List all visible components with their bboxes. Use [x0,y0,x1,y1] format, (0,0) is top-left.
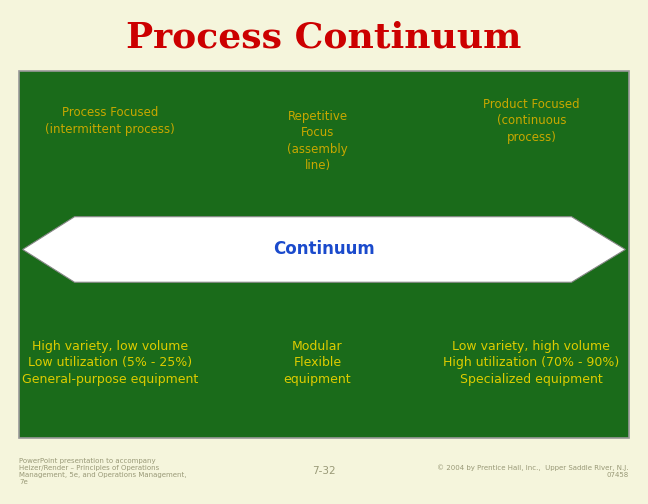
Text: © 2004 by Prentice Hall, Inc.,  Upper Saddle River, N.J.
07458: © 2004 by Prentice Hall, Inc., Upper Sad… [437,464,629,478]
Text: Low variety, high volume
High utilization (70% - 90%)
Specialized equipment: Low variety, high volume High utilizatio… [443,340,619,386]
Text: PowerPoint presentation to accompany
Heizer/Render – Principles of Operations
Ma: PowerPoint presentation to accompany Hei… [19,458,187,485]
Text: High variety, low volume
Low utilization (5% - 25%)
General-purpose equipment: High variety, low volume Low utilization… [22,340,198,386]
FancyBboxPatch shape [19,71,629,438]
Text: Product Focused
(continuous
process): Product Focused (continuous process) [483,98,580,144]
Text: Continuum: Continuum [273,240,375,259]
Text: Repetitive
Focus
(assembly
line): Repetitive Focus (assembly line) [287,110,348,172]
Text: 7-32: 7-32 [312,466,336,476]
Text: Modular
Flexible
equipment: Modular Flexible equipment [284,340,351,386]
Polygon shape [23,217,625,282]
Text: Process Focused
(intermittent process): Process Focused (intermittent process) [45,106,175,136]
Text: Process Continuum: Process Continuum [126,21,522,55]
